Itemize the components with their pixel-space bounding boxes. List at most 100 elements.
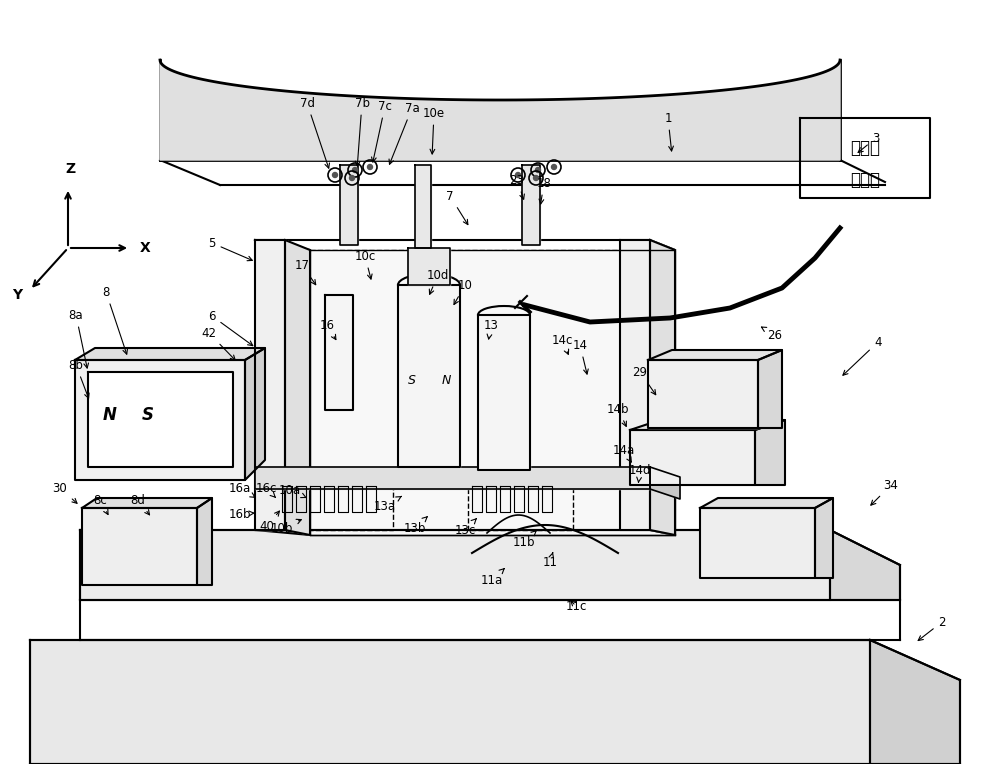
Polygon shape [700,508,815,578]
Circle shape [536,167,540,173]
Text: Z: Z [65,162,75,176]
Polygon shape [815,498,833,578]
Text: 8d: 8d [131,494,150,515]
Text: 30: 30 [53,481,77,503]
Text: 7: 7 [446,189,468,225]
Polygon shape [522,165,540,245]
Polygon shape [160,60,840,160]
Text: 10a: 10a [279,484,306,497]
Text: 洁净压: 洁净压 [850,139,880,157]
Circle shape [350,176,355,180]
Text: 14: 14 [572,338,588,374]
Text: 10e: 10e [423,106,445,154]
Text: 14d: 14d [629,464,651,482]
Text: 42: 42 [202,326,235,360]
Polygon shape [75,348,265,360]
Text: 10b: 10b [271,520,301,535]
Polygon shape [650,240,675,535]
Circle shape [353,167,358,173]
Text: 5: 5 [208,237,252,261]
Text: 34: 34 [871,478,898,505]
Polygon shape [255,467,650,489]
Polygon shape [408,248,450,285]
Text: 2: 2 [918,616,946,640]
Text: 11: 11 [542,552,558,568]
Circle shape [552,164,556,170]
Text: 14b: 14b [607,403,629,426]
Text: N: N [103,406,117,424]
Text: 7c: 7c [372,99,392,162]
Text: 16: 16 [320,319,336,339]
Text: 3: 3 [858,131,880,153]
Text: Y: Y [12,288,22,302]
Text: S: S [142,406,154,424]
Polygon shape [80,530,830,600]
Text: 8c: 8c [93,494,108,514]
Text: 7b: 7b [355,96,370,166]
Polygon shape [82,508,197,585]
Circle shape [534,176,538,180]
Polygon shape [870,640,960,764]
Text: N: N [441,374,451,387]
Text: 8: 8 [102,286,127,354]
Text: 6: 6 [208,309,253,345]
Text: 13c: 13c [454,519,476,536]
Text: 10c: 10c [354,250,376,279]
Text: 1: 1 [664,112,673,151]
Polygon shape [255,240,285,530]
Text: 7d: 7d [300,96,329,168]
Text: 16a: 16a [229,481,255,497]
Polygon shape [630,430,755,485]
Circle shape [368,164,373,170]
Polygon shape [75,360,245,480]
Polygon shape [88,372,233,467]
Text: 4: 4 [843,335,882,375]
Polygon shape [478,315,530,470]
Circle shape [516,173,520,177]
Text: 14a: 14a [613,443,635,462]
Polygon shape [197,498,212,585]
Text: 13a: 13a [374,497,401,513]
Text: 7a: 7a [389,102,419,164]
Polygon shape [340,165,358,245]
Polygon shape [630,420,785,430]
Polygon shape [830,530,900,600]
Polygon shape [620,240,650,530]
Text: 14c: 14c [551,334,573,354]
Polygon shape [398,285,460,467]
Polygon shape [82,498,212,508]
Text: 16c: 16c [255,481,277,497]
Text: 8b: 8b [69,358,89,398]
Polygon shape [700,498,833,508]
Text: 13b: 13b [404,516,427,535]
Polygon shape [325,295,353,410]
Polygon shape [310,250,675,535]
Text: 8a: 8a [69,309,89,368]
Text: 26: 26 [761,327,782,342]
Text: 10d: 10d [427,268,449,294]
Text: 11a: 11a [481,568,504,587]
Polygon shape [648,350,782,360]
Polygon shape [648,360,758,428]
Polygon shape [758,350,782,428]
Text: 17: 17 [295,258,316,285]
Polygon shape [285,240,310,535]
Text: 11b: 11b [513,531,536,549]
Text: 13: 13 [484,319,498,339]
Circle shape [333,173,338,177]
Text: 29: 29 [633,365,656,395]
Text: X: X [140,241,151,255]
Polygon shape [755,420,785,485]
Text: 10: 10 [454,279,472,305]
Text: S: S [408,374,416,387]
Text: 缩气源: 缩气源 [850,171,880,189]
Polygon shape [30,640,870,764]
Text: 40: 40 [260,511,279,533]
Polygon shape [650,467,680,499]
Text: 18: 18 [537,176,551,204]
Polygon shape [415,165,431,248]
Text: 16b: 16b [229,507,254,520]
Polygon shape [245,348,265,480]
Text: 23: 23 [510,173,524,199]
Text: 11c: 11c [565,600,587,613]
